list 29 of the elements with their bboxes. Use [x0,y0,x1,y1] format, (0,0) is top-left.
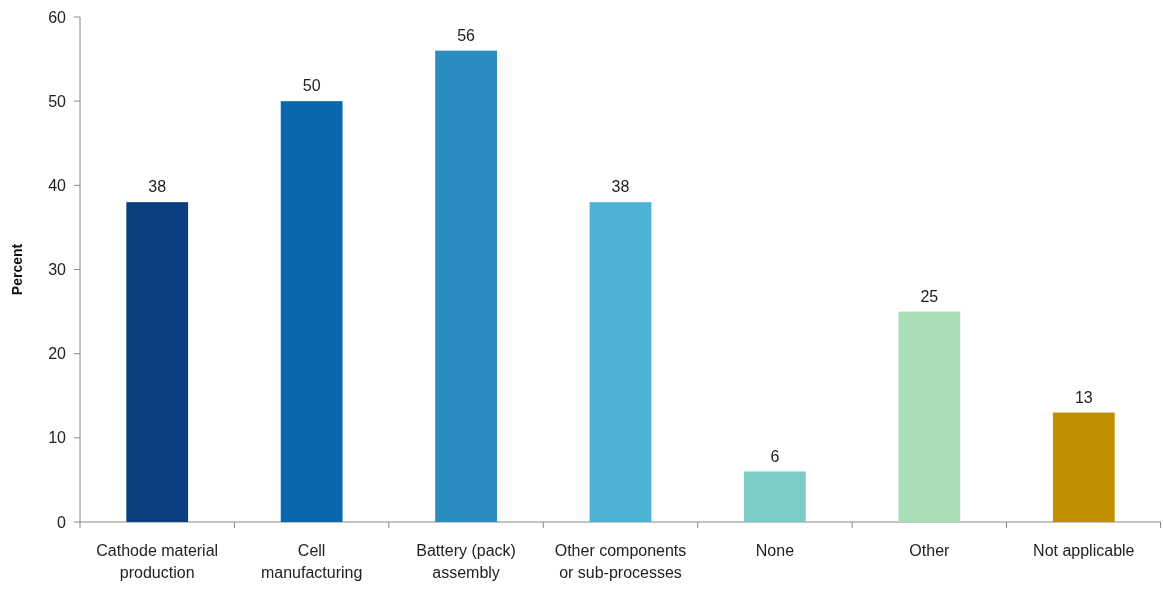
data-label: 13 [1074,388,1093,406]
data-label: 25 [920,287,939,305]
x-tick-label: None [755,542,795,559]
bar [898,311,961,522]
bar [435,50,497,522]
data-label: 56 [457,26,476,44]
data-label: 38 [611,178,630,196]
data-label: 6 [770,447,780,465]
y-tick-label: 30 [48,261,67,279]
bar [126,202,189,522]
y-tick-label: 10 [48,429,67,447]
bar [744,471,806,522]
bar [589,202,652,522]
data-label: 38 [148,178,167,196]
data-label: 50 [302,77,321,95]
y-tick-label: 50 [48,92,67,110]
y-tick-label: 20 [48,345,67,363]
y-tick-label: 0 [57,513,67,531]
bar [280,101,343,522]
x-tick-label: Cathode material production [96,542,219,581]
bar [1052,412,1115,522]
x-tick-label: Other [909,542,951,559]
x-tick-label: Battery (pack) assembly [416,542,516,581]
y-axis-title: Percent [9,243,25,296]
y-tick-label: 40 [48,176,67,194]
y-tick-label: 60 [48,8,67,26]
x-tick-label: Other components or sub-processes [554,542,687,581]
x-tick-label: Not applicable [1033,542,1135,559]
x-tick-label: Cell manufacturing [260,542,363,581]
